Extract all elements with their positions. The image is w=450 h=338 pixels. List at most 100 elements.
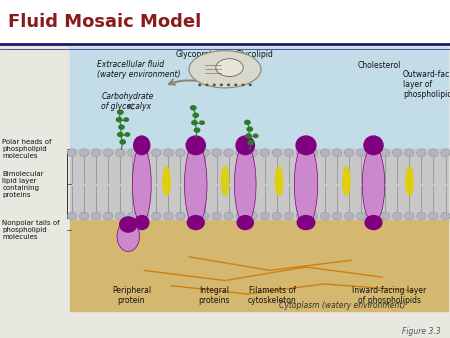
Text: Glycoprotein: Glycoprotein [176,50,225,58]
Ellipse shape [220,84,222,86]
Ellipse shape [212,212,221,220]
Ellipse shape [344,149,354,157]
Ellipse shape [234,144,256,225]
Ellipse shape [224,212,233,220]
Ellipse shape [405,149,414,157]
Ellipse shape [406,167,413,195]
Ellipse shape [140,212,149,220]
Ellipse shape [194,128,200,132]
Text: Nonpolar tails of
phospholipid
molecules: Nonpolar tails of phospholipid molecules [2,220,60,240]
Ellipse shape [125,133,130,136]
Text: Peripheral
protein: Peripheral protein [112,286,151,305]
Ellipse shape [124,118,128,121]
Ellipse shape [237,216,253,230]
Ellipse shape [245,120,250,124]
Ellipse shape [68,212,76,220]
Ellipse shape [248,212,257,220]
Ellipse shape [417,149,426,157]
Text: Fluid Mosaic Model: Fluid Mosaic Model [8,13,201,31]
Ellipse shape [116,149,125,157]
Ellipse shape [132,146,151,223]
Text: Carbohydrate
of glycocalyx: Carbohydrate of glycocalyx [101,92,153,111]
Bar [70,47,448,156]
Text: Figure 3.3: Figure 3.3 [402,327,441,336]
Ellipse shape [152,149,161,157]
Ellipse shape [228,84,230,86]
Ellipse shape [104,149,113,157]
Ellipse shape [190,106,196,110]
Ellipse shape [362,146,385,223]
Ellipse shape [127,149,137,157]
Ellipse shape [393,212,402,220]
Ellipse shape [135,216,149,230]
Ellipse shape [365,216,382,230]
Ellipse shape [91,149,101,157]
Ellipse shape [381,149,390,157]
Ellipse shape [393,149,402,157]
Ellipse shape [296,149,306,157]
Ellipse shape [163,167,170,195]
Ellipse shape [68,149,76,157]
Ellipse shape [117,110,123,114]
Ellipse shape [236,136,254,155]
Ellipse shape [294,142,318,227]
Ellipse shape [79,149,89,157]
Ellipse shape [200,121,204,124]
Text: Outward-facing
layer of
phospholipids: Outward-facing layer of phospholipids [403,70,450,99]
Ellipse shape [356,212,366,220]
Ellipse shape [117,132,123,137]
Ellipse shape [356,149,366,157]
Text: Integral
proteins: Integral proteins [198,286,230,305]
Ellipse shape [193,113,198,117]
Ellipse shape [176,149,185,157]
Ellipse shape [320,149,330,157]
Ellipse shape [417,212,426,220]
Ellipse shape [117,221,140,251]
Ellipse shape [253,134,258,138]
Ellipse shape [224,149,233,157]
Ellipse shape [308,212,318,220]
Ellipse shape [236,212,245,220]
Ellipse shape [248,149,257,157]
Ellipse shape [364,136,383,155]
Ellipse shape [200,212,209,220]
Ellipse shape [429,212,438,220]
Ellipse shape [184,142,207,227]
Text: Polar heads of
phospholipid
molecules: Polar heads of phospholipid molecules [2,139,52,160]
Ellipse shape [343,167,350,195]
Ellipse shape [272,149,282,157]
Ellipse shape [284,149,293,157]
Ellipse shape [441,149,450,157]
Ellipse shape [441,212,450,220]
Ellipse shape [333,212,342,220]
Ellipse shape [200,149,209,157]
Ellipse shape [236,149,245,157]
Ellipse shape [152,212,161,220]
Ellipse shape [344,212,354,220]
Ellipse shape [127,212,137,220]
Ellipse shape [186,136,205,155]
Text: Filaments of
cytoskeleton: Filaments of cytoskeleton [248,286,297,305]
Ellipse shape [235,84,237,86]
Ellipse shape [275,167,283,195]
Ellipse shape [119,125,124,129]
Text: Extracellular fluid
(watery environment): Extracellular fluid (watery environment) [97,59,180,79]
Ellipse shape [248,141,254,145]
Ellipse shape [188,149,197,157]
Text: Cholesterol: Cholesterol [358,62,401,70]
Ellipse shape [188,212,197,220]
Ellipse shape [405,212,414,220]
Ellipse shape [164,149,173,157]
Ellipse shape [308,149,318,157]
Ellipse shape [320,212,330,220]
Ellipse shape [134,136,150,155]
Ellipse shape [260,149,270,157]
Ellipse shape [91,212,101,220]
Ellipse shape [187,216,204,230]
Ellipse shape [206,84,208,86]
Ellipse shape [221,167,229,195]
Text: Glycolipid: Glycolipid [235,50,273,58]
Bar [0,0,450,44]
Ellipse shape [116,212,125,220]
Ellipse shape [189,51,261,88]
